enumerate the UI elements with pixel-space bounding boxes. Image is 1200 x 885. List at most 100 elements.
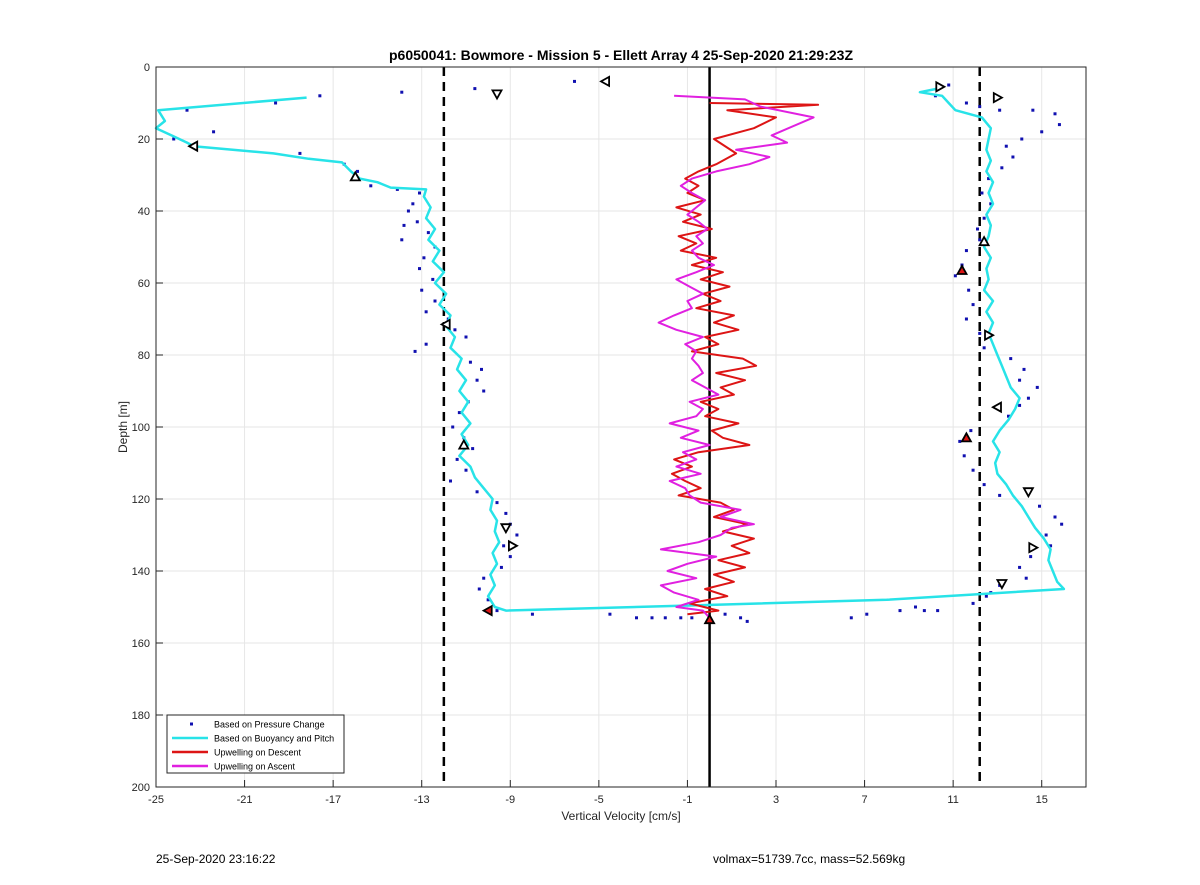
pressure-change-point <box>998 108 1002 112</box>
pressure-change-point <box>482 389 486 393</box>
triangle-marker <box>960 431 973 443</box>
pressure-change-point <box>1020 137 1024 141</box>
pressure-change-point <box>318 94 322 98</box>
y-tick-label: 40 <box>138 206 150 218</box>
legend-label: Upwelling on Descent <box>214 748 302 758</box>
pressure-change-point <box>964 249 968 253</box>
pressure-change-point <box>464 335 468 339</box>
pressure-change-point <box>1057 123 1061 127</box>
y-tick-label: 60 <box>138 278 150 290</box>
triangle-marker <box>978 235 991 247</box>
pressure-change-point <box>1024 576 1028 580</box>
pressure-change-point <box>1053 515 1057 519</box>
pressure-change-point <box>477 587 481 591</box>
pressure-change-point <box>978 238 982 242</box>
x-tick-label: -13 <box>414 794 430 806</box>
pressure-change-point <box>356 169 359 173</box>
triangle-marker <box>439 318 451 331</box>
pressure-change-point <box>1049 544 1053 548</box>
triangle-marker <box>991 401 1002 414</box>
pressure-change-point <box>395 187 399 191</box>
pressure-change-point <box>420 288 424 292</box>
y-tick-label: 180 <box>132 710 150 722</box>
triangle-marker <box>490 89 504 101</box>
pressure-change-point <box>1026 396 1030 400</box>
pressure-change-point <box>982 483 986 487</box>
pressure-change-point <box>914 605 917 609</box>
pressure-change-point <box>650 616 654 620</box>
pressure-change-point <box>978 331 982 335</box>
pressure-change-point <box>967 288 971 292</box>
pressure-change-point <box>411 202 415 206</box>
pressure-change-point <box>424 310 428 314</box>
pressure-change-point <box>426 231 430 235</box>
pressure-change-point <box>971 468 975 472</box>
x-tick-label: 3 <box>773 794 779 806</box>
pressure-change-point <box>1018 403 1022 407</box>
pressure-change-point <box>865 612 869 616</box>
pressure-change-point <box>457 411 461 415</box>
pressure-change-point <box>422 256 426 260</box>
pressure-change-point <box>369 184 373 188</box>
x-axis-label: Vertical Velocity [cm/s] <box>561 809 680 823</box>
pressure-change-point <box>998 493 1002 497</box>
pressure-change-point <box>508 555 512 559</box>
series-layer <box>154 79 1066 623</box>
pressure-change-point <box>978 105 982 109</box>
pressure-change-point <box>1018 565 1022 569</box>
x-tick-label: -17 <box>325 794 341 806</box>
pressure-change-point <box>482 576 486 580</box>
pressure-change-point <box>947 83 951 87</box>
pressure-change-point <box>431 277 435 281</box>
pressure-change-point <box>486 598 490 602</box>
pressure-change-point <box>971 303 975 307</box>
pressure-change-point <box>849 616 853 620</box>
triangle-marker <box>703 613 716 625</box>
triangle-marker <box>187 140 199 153</box>
y-tick-label: 120 <box>132 494 150 506</box>
pressure-change-point <box>739 616 743 620</box>
y-tick-label: 160 <box>132 638 150 650</box>
pressure-change-point <box>608 612 612 616</box>
pressure-change-point <box>1009 357 1013 361</box>
pressure-change-point <box>964 101 968 105</box>
pressure-change-point <box>530 612 534 616</box>
x-tick-label: -21 <box>237 794 253 806</box>
triangle-marker <box>1028 541 1040 554</box>
y-tick-label: 20 <box>138 134 150 146</box>
pressure-change-point <box>663 616 667 620</box>
pressure-change-point <box>679 616 683 620</box>
x-tick-label: -1 <box>683 794 693 806</box>
pressure-change-point <box>455 457 459 461</box>
triangle-marker <box>955 264 969 275</box>
reference-lines <box>442 67 981 787</box>
pressure-change-point <box>1060 522 1064 526</box>
pressure-change-point <box>415 220 419 224</box>
pressure-change-point <box>400 90 404 94</box>
y-tick-label: 80 <box>138 350 150 362</box>
y-tick-label: 100 <box>132 422 150 434</box>
y-tick-label: 200 <box>132 782 150 794</box>
legend-swatch-point <box>190 722 193 726</box>
triangle-marker <box>984 329 995 342</box>
x-tick-label: -25 <box>148 794 164 806</box>
legend-label: Upwelling on Ascent <box>214 762 296 772</box>
pressure-change-point <box>745 619 749 623</box>
pressure-change-point <box>424 342 428 346</box>
triangle-marker <box>349 170 362 182</box>
pressure-change-point <box>922 609 926 613</box>
pressure-change-point <box>449 479 452 483</box>
pressure-change-point <box>976 227 979 231</box>
pressure-change-point <box>499 565 503 569</box>
legend-box <box>166 714 345 774</box>
pressure-change-point <box>573 79 576 83</box>
pressure-change-point <box>453 328 457 332</box>
pressure-change-point <box>690 616 694 620</box>
pressure-change-point <box>1031 108 1035 112</box>
pressure-change-point <box>475 490 479 494</box>
legend: Based on Pressure Change Based on Buoyanc… <box>166 714 345 774</box>
pressure-change-point <box>418 191 421 195</box>
pressure-change-point <box>635 616 638 620</box>
triangle-marker <box>499 523 512 535</box>
